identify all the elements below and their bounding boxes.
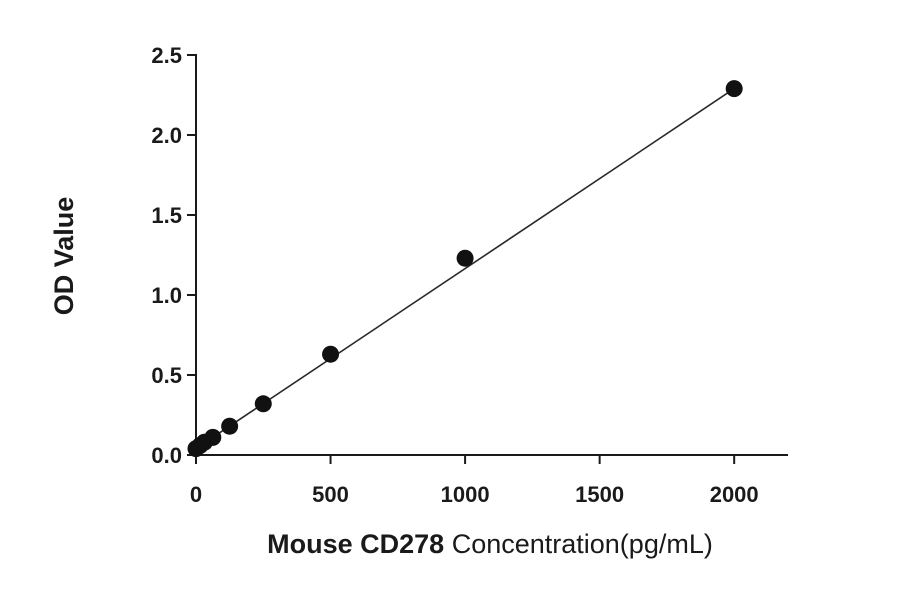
y-tick-label: 2.5 [151, 43, 182, 68]
data-point [204, 428, 222, 446]
x-tick-label: 0 [190, 482, 202, 507]
x-axis-title-bold: Mouse CD278 [267, 529, 444, 559]
data-point [221, 417, 239, 435]
x-ticks: 0 500 1000 1500 2000 [190, 455, 759, 507]
x-tick-label: 1000 [441, 482, 490, 507]
y-tick-label: 1.5 [151, 203, 182, 228]
x-tick-label: 500 [312, 482, 349, 507]
y-ticks: 0.0 0.5 1.0 1.5 2.0 2.5 [151, 43, 196, 468]
y-tick-label: 0.5 [151, 363, 182, 388]
data-point [254, 395, 272, 413]
data-point [725, 80, 743, 98]
data-point [456, 249, 474, 267]
y-tick-label: 1.0 [151, 283, 182, 308]
y-axis-title: OD Value [49, 197, 79, 316]
fit-line-group [195, 87, 735, 450]
data-point [322, 345, 340, 363]
regression-line [195, 87, 735, 450]
data-points [187, 80, 743, 458]
x-axis-title-rest: Concentration(pg/mL) [444, 529, 713, 559]
x-axis-title: Mouse CD278 Concentration(pg/mL) [267, 529, 713, 559]
y-tick-label: 2.0 [151, 123, 182, 148]
y-tick-label: 0.0 [151, 443, 182, 468]
x-tick-label: 1500 [575, 482, 624, 507]
axes [195, 54, 788, 456]
x-tick-label: 2000 [710, 482, 759, 507]
